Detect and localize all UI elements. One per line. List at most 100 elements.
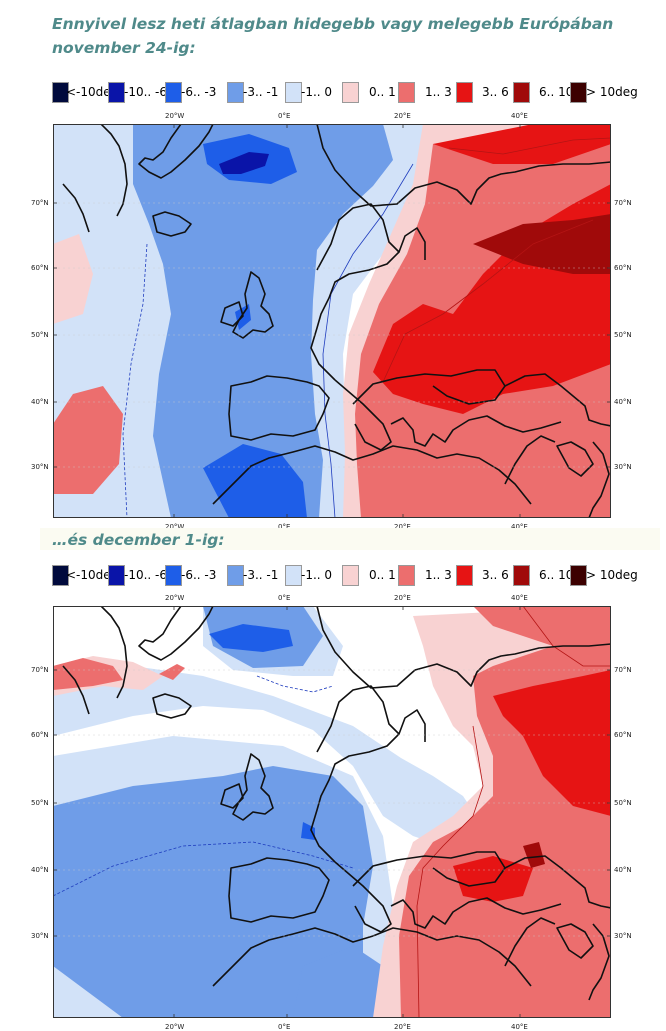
lat-tick-label: 70°N	[614, 666, 632, 674]
coastline	[220, 301, 244, 327]
coastline	[556, 923, 594, 959]
legend-swatch	[398, 565, 415, 586]
anomaly-region	[203, 444, 307, 518]
lat-tick-label: 60°N	[31, 264, 49, 272]
heading-week2: …és december 1-ig:	[52, 531, 225, 549]
lon-tick-label: 20°W	[165, 112, 185, 120]
anomaly-region	[219, 152, 269, 174]
lat-tick-label: 30°N	[31, 463, 49, 471]
legend-label: > 10deg	[586, 568, 638, 582]
coastline	[138, 606, 214, 661]
legend-swatch	[52, 82, 69, 103]
legend-swatch	[165, 565, 182, 586]
coastline	[316, 124, 611, 207]
legend-label: -3.. -1	[243, 568, 279, 582]
legend-swatch	[165, 82, 182, 103]
lat-tick-label: 70°N	[31, 666, 49, 674]
anomaly-map-week2: 20°W 20°W 0°E 0°E 20°E 20°E 40°E 40°E 70°N 70°N 60…	[31, 594, 632, 1031]
lon-tick-label: 0°E	[278, 1023, 291, 1031]
coastline	[390, 415, 562, 447]
lon-tick-label: 40°E	[511, 594, 528, 602]
legend-label: -6.. -3	[181, 85, 217, 99]
legend-swatch	[570, 82, 587, 103]
lon-tick-label: 20°E	[394, 594, 411, 602]
lat-tick-label: 30°N	[614, 932, 632, 940]
legend-label: -10.. -6	[124, 568, 168, 582]
lat-tick-label: 70°N	[31, 199, 49, 207]
legend-label: -10.. -6	[124, 85, 168, 99]
legend-swatch	[108, 565, 125, 586]
anomaly-contour	[522, 606, 611, 667]
anomaly-region	[453, 856, 533, 902]
coastline	[232, 271, 274, 339]
legend-label: 6.. 10	[539, 85, 574, 99]
coastline	[334, 861, 392, 933]
legend-label: -1.. 0	[301, 85, 333, 99]
legend-label: <-10deg	[66, 568, 119, 582]
coastline	[62, 665, 90, 715]
coastline	[100, 606, 128, 699]
anomaly-region	[493, 670, 611, 816]
lat-tick-label: 60°N	[31, 731, 49, 739]
legend-swatch	[570, 565, 587, 586]
lon-tick-label: 40°E	[511, 1023, 528, 1031]
legend-swatch	[227, 82, 244, 103]
legend-label: 3.. 6	[482, 85, 509, 99]
lat-tick-label: 50°N	[31, 331, 49, 339]
coastline	[504, 855, 611, 909]
coastline	[504, 917, 556, 967]
legend-label: 3.. 6	[482, 568, 509, 582]
coastline	[390, 897, 562, 929]
legend-swatch	[513, 565, 530, 586]
anomaly-region	[133, 124, 393, 518]
legend-swatch	[227, 565, 244, 586]
lat-tick-label: 70°N	[614, 199, 632, 207]
anomaly-contour	[382, 219, 594, 383]
lat-tick-label: 30°N	[614, 463, 632, 471]
anomaly-map-svg	[53, 124, 611, 518]
caption-strip	[40, 528, 660, 550]
anomaly-region	[53, 658, 123, 690]
lat-tick-label: 60°N	[614, 731, 632, 739]
anomaly-region	[433, 124, 611, 164]
lon-tick-label: 40°E	[511, 112, 528, 120]
coastline	[316, 203, 426, 271]
anomaly-region	[53, 766, 373, 1018]
coastline	[232, 753, 274, 821]
coastline	[504, 373, 611, 427]
coastline	[310, 733, 400, 863]
coastline	[100, 124, 128, 217]
lat-tick-label: 50°N	[31, 799, 49, 807]
legend-swatch	[285, 82, 302, 103]
coastline	[212, 445, 532, 505]
legend-swatch	[513, 82, 530, 103]
lat-tick-label: 40°N	[614, 398, 632, 406]
legend-swatch	[342, 82, 359, 103]
coastline	[588, 923, 610, 1001]
legend-swatch	[456, 82, 473, 103]
coastline	[152, 211, 192, 237]
legend-label: 1.. 3	[425, 568, 452, 582]
coastline	[334, 379, 392, 451]
anomaly-map-svg	[53, 606, 611, 1018]
legend-label: <-10deg	[66, 85, 119, 99]
coastline	[228, 857, 330, 923]
anomaly-region	[209, 624, 293, 652]
lon-tick-label: 20°E	[394, 523, 411, 531]
coastline	[352, 369, 506, 405]
lat-tick-label: 40°N	[31, 866, 49, 874]
legend-label: -6.. -3	[181, 568, 217, 582]
coastline	[228, 375, 330, 441]
coastline	[352, 851, 506, 887]
coastline	[138, 124, 214, 179]
lon-tick-label: 20°E	[394, 112, 411, 120]
lon-tick-label: 20°W	[165, 523, 185, 531]
anomaly-region	[523, 842, 545, 868]
lon-tick-label: 20°E	[394, 1023, 411, 1031]
legend-label: 1.. 3	[425, 85, 452, 99]
anomaly-region	[53, 386, 123, 494]
legend-swatch	[342, 565, 359, 586]
legend-swatch	[456, 565, 473, 586]
anomaly-region	[293, 946, 383, 1018]
anomaly-region	[473, 214, 611, 274]
